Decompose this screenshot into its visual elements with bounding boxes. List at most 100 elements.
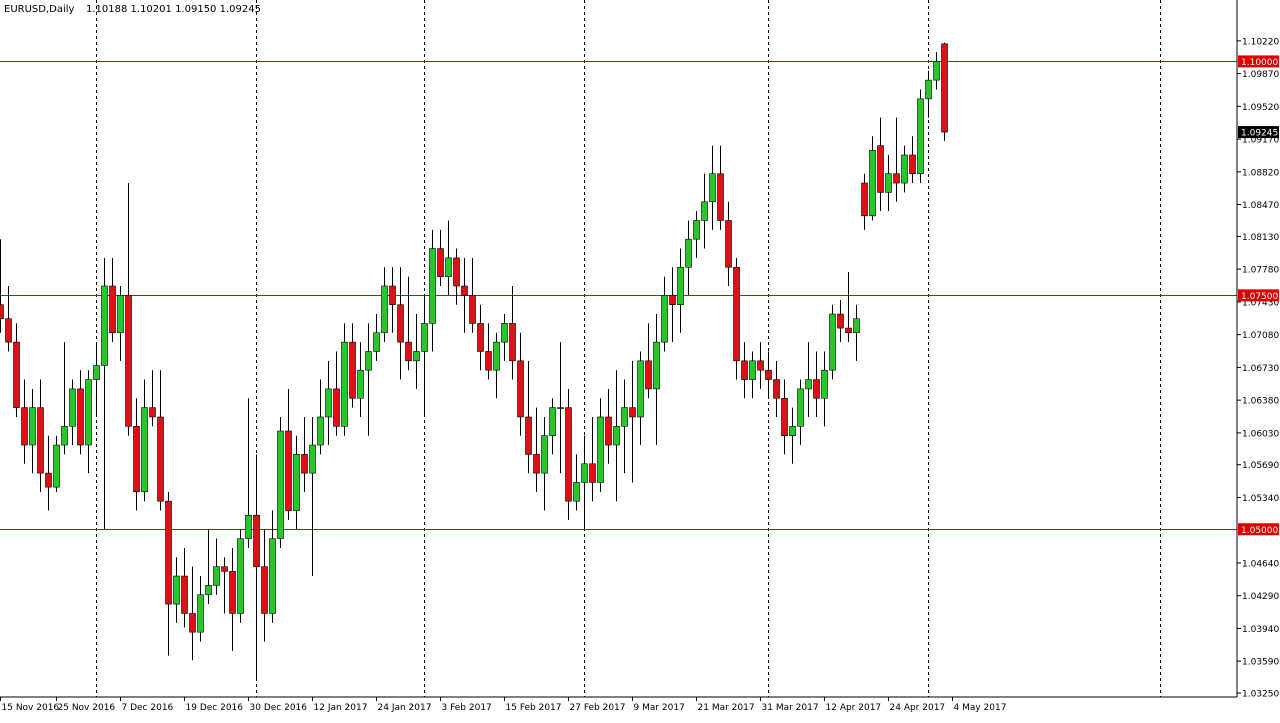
- candle: [205, 529, 212, 605]
- x-tick-label: 9 Mar 2017: [634, 703, 685, 713]
- candle: [373, 314, 380, 361]
- y-tick-label: 1.05690: [1242, 461, 1279, 471]
- candle: [437, 229, 444, 286]
- bear-candle-body: [893, 173, 900, 184]
- bear-candle-body: [517, 360, 524, 418]
- candle: [101, 257, 108, 530]
- bull-candle-body: [661, 295, 668, 343]
- bear-candle-body: [229, 571, 236, 614]
- bear-candle-body: [261, 566, 268, 614]
- x-tick-label: 31 Mar 2017: [762, 703, 819, 713]
- candle: [637, 351, 644, 446]
- candle: [69, 379, 76, 446]
- bull-candle-body: [901, 154, 908, 184]
- bear-candle-body: [397, 304, 404, 343]
- bear-candle-body: [221, 566, 228, 572]
- x-tick-label: 15 Feb 2017: [506, 703, 562, 713]
- bull-candle-body: [853, 318, 860, 334]
- candle: [893, 117, 900, 202]
- candle: [109, 257, 116, 343]
- y-tick-label: 1.03250: [1242, 690, 1279, 700]
- candle: [277, 416, 284, 548]
- bear-candle-body: [741, 360, 748, 380]
- bull-candle-body: [541, 435, 548, 474]
- bear-candle-body: [125, 295, 132, 427]
- bull-candle-body: [789, 426, 796, 436]
- bull-candle-body: [493, 341, 500, 371]
- y-tick-label: 1.03590: [1242, 658, 1279, 668]
- candle: [181, 547, 188, 628]
- bear-candle-body: [509, 323, 516, 362]
- candle: [381, 267, 388, 343]
- bear-candle-body: [133, 426, 140, 493]
- bear-candle-body: [725, 220, 732, 268]
- candle: [645, 323, 652, 399]
- bull-candle-body: [245, 514, 252, 539]
- candle: [541, 416, 548, 511]
- bull-candle-body: [413, 351, 420, 362]
- candle: [309, 416, 316, 577]
- bull-candle-body: [701, 201, 708, 221]
- candle: [749, 351, 756, 399]
- candle: [333, 351, 340, 436]
- bull-candle-body: [749, 360, 756, 380]
- bull-candle-body: [925, 79, 932, 100]
- bear-candle-body: [485, 351, 492, 371]
- candle: [477, 304, 484, 371]
- bear-candle-body: [13, 341, 20, 408]
- candle: [613, 370, 620, 502]
- bull-candle-body: [685, 238, 692, 268]
- candle: [325, 360, 332, 446]
- candle: [429, 229, 436, 352]
- bull-candle-body: [293, 454, 300, 511]
- bear-candle-body: [5, 318, 12, 343]
- candle: [525, 360, 532, 474]
- bear-candle-body: [0, 304, 4, 320]
- candle: [317, 379, 324, 455]
- candle: [861, 173, 868, 230]
- x-tick-label: 24 Apr 2017: [890, 703, 946, 713]
- candle: [669, 267, 676, 343]
- bear-candle-body: [525, 416, 532, 455]
- bull-candle-body: [213, 566, 220, 586]
- candle: [37, 379, 44, 492]
- candle: [445, 220, 452, 296]
- bull-candle-body: [237, 538, 244, 614]
- symbol-label: EURUSD,Daily: [4, 4, 75, 15]
- bull-candle-body: [269, 538, 276, 614]
- y-tick-label: 1.06030: [1242, 429, 1279, 439]
- price-level-tag-label: 1.07500: [1241, 292, 1278, 302]
- bull-candle-body: [341, 341, 348, 427]
- current-price-tag: [1238, 126, 1279, 139]
- bull-candle-body: [501, 323, 508, 343]
- y-tick-label: 1.09870: [1242, 70, 1279, 80]
- x-tick-label: 27 Feb 2017: [570, 703, 626, 713]
- bull-candle-body: [429, 248, 436, 324]
- bull-candle-body: [637, 360, 644, 418]
- candle: [621, 379, 628, 474]
- bear-candle-body: [877, 145, 884, 193]
- x-tick-label: 3 Feb 2017: [442, 703, 492, 713]
- candle: [453, 248, 460, 305]
- y-tick-label: 1.09170: [1242, 136, 1279, 146]
- bull-candle-body: [581, 463, 588, 483]
- candle: [805, 342, 812, 417]
- candle: [229, 547, 236, 651]
- candle: [389, 267, 396, 333]
- bull-candle-body: [613, 426, 620, 446]
- bull-candle-body: [829, 313, 836, 371]
- bull-candle-body: [445, 257, 452, 277]
- candle: [117, 285, 124, 361]
- candle: [269, 510, 276, 623]
- bull-candle-body: [117, 295, 124, 334]
- candle: [253, 454, 260, 679]
- candle: [781, 379, 788, 455]
- candle: [173, 557, 180, 623]
- candle: [293, 435, 300, 530]
- candle: [261, 529, 268, 642]
- candle: [605, 388, 612, 464]
- y-tick-label: 1.08470: [1242, 201, 1279, 211]
- candle: [565, 388, 572, 520]
